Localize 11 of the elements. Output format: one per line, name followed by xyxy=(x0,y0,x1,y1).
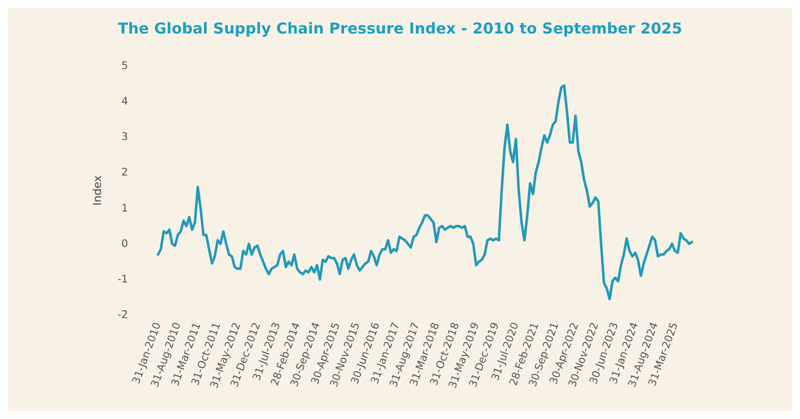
y-tick-label: 0 xyxy=(121,238,128,250)
y-axis-title: Index xyxy=(91,174,104,206)
y-tick-label: 5 xyxy=(121,60,128,72)
chart-title: The Global Supply Chain Pressure Index - 2010 to September 2025 xyxy=(118,20,682,38)
y-tick-label: 2 xyxy=(121,166,128,179)
y-tick-label: 4 xyxy=(121,96,128,108)
y-tick-label: 3 xyxy=(121,131,128,144)
y-tick-label: -2 xyxy=(118,309,128,321)
y-tick-label: -1 xyxy=(118,273,128,286)
line-series xyxy=(156,84,694,300)
y-tick-label: 1 xyxy=(121,202,128,214)
